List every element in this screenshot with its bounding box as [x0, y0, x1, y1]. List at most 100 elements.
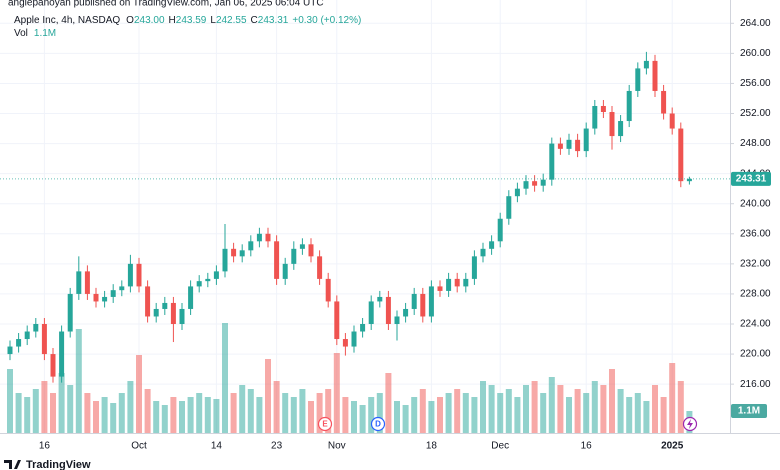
volume-bar	[15, 393, 22, 433]
attribution: anglepanoyan published on TradingView.co…	[8, 0, 324, 9]
volume-bar	[505, 389, 512, 433]
candle-body	[102, 296, 108, 302]
x-tick-label: Dec	[491, 441, 509, 452]
candle-body	[454, 278, 460, 287]
candle-body	[480, 248, 486, 257]
candle-body	[420, 293, 426, 317]
x-tick-label: 2025	[661, 441, 684, 452]
volume-bar	[282, 393, 289, 433]
x-tick-label: 18	[426, 441, 438, 452]
volume-bar	[591, 381, 598, 433]
volume-bar	[497, 393, 504, 433]
x-tick-label: 14	[211, 441, 223, 452]
candle-body	[127, 263, 133, 287]
volume-bar	[170, 397, 177, 433]
candle-body	[428, 286, 434, 317]
volume-bar	[75, 329, 82, 433]
candle-body	[231, 248, 237, 257]
x-tick-label: 23	[271, 441, 283, 452]
event-marker	[317, 416, 333, 432]
candle-body	[325, 278, 331, 302]
candle-body	[523, 181, 529, 189]
candle-body	[626, 90, 632, 122]
candle-body	[583, 128, 589, 152]
volume-bar	[101, 397, 108, 433]
volume-bar	[24, 397, 31, 433]
ohlc-value: 243.00	[134, 15, 165, 26]
y-tick-label: 256.00	[740, 78, 771, 89]
last-volume-box	[731, 404, 767, 418]
volume-bar	[643, 401, 650, 433]
volume-bar	[419, 389, 426, 433]
candle-body	[205, 278, 211, 282]
candle-body	[403, 308, 409, 317]
x-tick-label: 16	[581, 441, 593, 452]
candle-body	[609, 112, 615, 137]
y-tick-label: 240.00	[740, 198, 771, 209]
candle-body	[540, 179, 546, 186]
y-tick-label: 228.00	[740, 289, 771, 300]
brand-name: TradingView	[26, 459, 91, 470]
volume-bar	[144, 389, 151, 433]
volume-bar	[325, 389, 332, 433]
volume-bar	[488, 385, 495, 433]
volume-bar	[617, 389, 624, 433]
candle-body	[368, 301, 374, 324]
candle-body	[256, 233, 262, 242]
volume-bar	[394, 401, 400, 433]
volume-bar	[342, 397, 349, 433]
candle-body	[67, 293, 73, 332]
volume-bar	[523, 385, 529, 433]
volume-bar	[368, 397, 375, 433]
volume-bar	[239, 385, 246, 433]
candle-body	[643, 60, 649, 69]
volume-bar	[290, 397, 297, 433]
candle-body	[274, 241, 280, 279]
ohlc-value: 242.55	[216, 15, 247, 26]
candle-body	[196, 281, 202, 287]
candle-body	[24, 331, 30, 340]
change: +0.30 (+0.12%)	[292, 15, 361, 26]
volume-title: Vol	[14, 28, 28, 39]
volume-bar	[574, 389, 581, 433]
volume-bar	[213, 399, 220, 433]
candle-body	[239, 250, 245, 257]
candle-body	[686, 178, 692, 182]
candle-body	[308, 244, 314, 257]
volume-bar	[583, 393, 590, 433]
candle-body	[635, 68, 641, 91]
candle-body	[506, 196, 512, 219]
volume-bar	[652, 385, 658, 433]
x-tick-label: Nov	[328, 441, 346, 452]
brand-logo	[4, 460, 21, 469]
volume-bar	[179, 401, 185, 433]
volume-bar	[204, 397, 211, 433]
volume-bar	[634, 393, 641, 433]
volume-bar	[67, 385, 74, 433]
volume-legend: Vol 1.1M	[14, 28, 56, 39]
volume-bar	[247, 389, 254, 433]
candle-body	[557, 143, 563, 149]
volume-bar	[299, 389, 306, 433]
candle-body	[248, 241, 254, 251]
grid	[0, 0, 730, 433]
volume-bar	[531, 381, 538, 433]
volume-bar	[660, 397, 667, 433]
volume-bar	[471, 397, 478, 433]
volume-bar	[153, 401, 160, 433]
volume-bar	[437, 397, 443, 433]
ohlc-key: L	[210, 15, 216, 26]
candle-body	[360, 323, 366, 332]
volume-bar	[230, 393, 237, 433]
candle-body	[299, 244, 305, 249]
y-tick-label: 220.00	[740, 349, 771, 360]
volume-bar	[127, 381, 134, 433]
candle-body	[411, 293, 417, 309]
candle-body	[33, 323, 39, 332]
y-tick-label: 236.00	[740, 228, 771, 239]
candle-body	[119, 286, 125, 291]
ohlc-key: H	[169, 15, 176, 26]
y-tick-label: 252.00	[740, 108, 771, 119]
candles	[7, 51, 692, 383]
